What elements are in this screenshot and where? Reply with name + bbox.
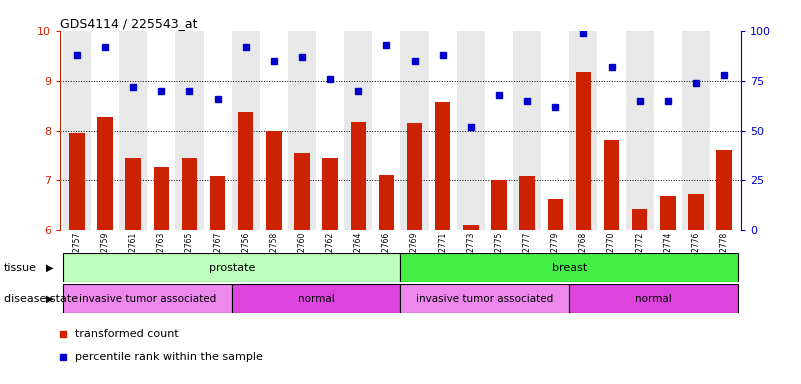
- Bar: [654, 31, 682, 230]
- Bar: [400, 31, 429, 230]
- Bar: [716, 149, 732, 230]
- Bar: [231, 31, 260, 230]
- Bar: [491, 180, 507, 230]
- Text: invasive tumor associated: invasive tumor associated: [417, 293, 553, 304]
- Bar: [294, 153, 310, 230]
- Bar: [407, 123, 422, 230]
- Bar: [231, 284, 400, 313]
- Text: GDS4114 / 225543_at: GDS4114 / 225543_at: [60, 17, 198, 30]
- Bar: [379, 175, 394, 230]
- Bar: [63, 284, 231, 313]
- Text: prostate: prostate: [208, 263, 255, 273]
- Bar: [541, 31, 570, 230]
- Bar: [513, 31, 541, 230]
- Bar: [119, 31, 147, 230]
- Text: ▶: ▶: [46, 293, 54, 304]
- Bar: [260, 31, 288, 230]
- Bar: [69, 133, 85, 230]
- Bar: [288, 31, 316, 230]
- Bar: [372, 31, 400, 230]
- Bar: [351, 122, 366, 230]
- Text: breast: breast: [552, 263, 587, 273]
- Text: tissue: tissue: [4, 263, 37, 273]
- Text: percentile rank within the sample: percentile rank within the sample: [75, 352, 264, 362]
- Bar: [435, 102, 450, 230]
- Bar: [598, 31, 626, 230]
- Bar: [519, 177, 535, 230]
- Bar: [485, 31, 513, 230]
- Bar: [688, 194, 703, 230]
- Bar: [126, 158, 141, 230]
- Text: disease state: disease state: [4, 293, 78, 304]
- Text: ▶: ▶: [46, 263, 54, 273]
- Bar: [660, 197, 675, 230]
- Bar: [323, 158, 338, 230]
- Bar: [576, 72, 591, 230]
- Bar: [91, 31, 119, 230]
- Bar: [210, 177, 225, 230]
- Bar: [98, 117, 113, 230]
- Bar: [604, 139, 619, 230]
- Bar: [63, 253, 400, 282]
- Bar: [570, 284, 738, 313]
- Bar: [429, 31, 457, 230]
- Text: invasive tumor associated: invasive tumor associated: [78, 293, 216, 304]
- Bar: [147, 31, 175, 230]
- Bar: [175, 31, 203, 230]
- Bar: [154, 167, 169, 230]
- Text: transformed count: transformed count: [75, 329, 179, 339]
- Bar: [238, 112, 253, 230]
- Bar: [570, 31, 598, 230]
- Bar: [626, 31, 654, 230]
- Bar: [682, 31, 710, 230]
- Bar: [63, 31, 91, 230]
- Bar: [400, 284, 570, 313]
- Bar: [203, 31, 231, 230]
- Bar: [457, 31, 485, 230]
- Bar: [344, 31, 372, 230]
- Bar: [182, 158, 197, 230]
- Text: normal: normal: [635, 293, 672, 304]
- Text: normal: normal: [298, 293, 335, 304]
- Bar: [316, 31, 344, 230]
- Bar: [548, 199, 563, 230]
- Bar: [463, 225, 478, 230]
- Bar: [632, 209, 647, 230]
- Bar: [710, 31, 738, 230]
- Bar: [266, 131, 282, 230]
- Bar: [400, 253, 738, 282]
